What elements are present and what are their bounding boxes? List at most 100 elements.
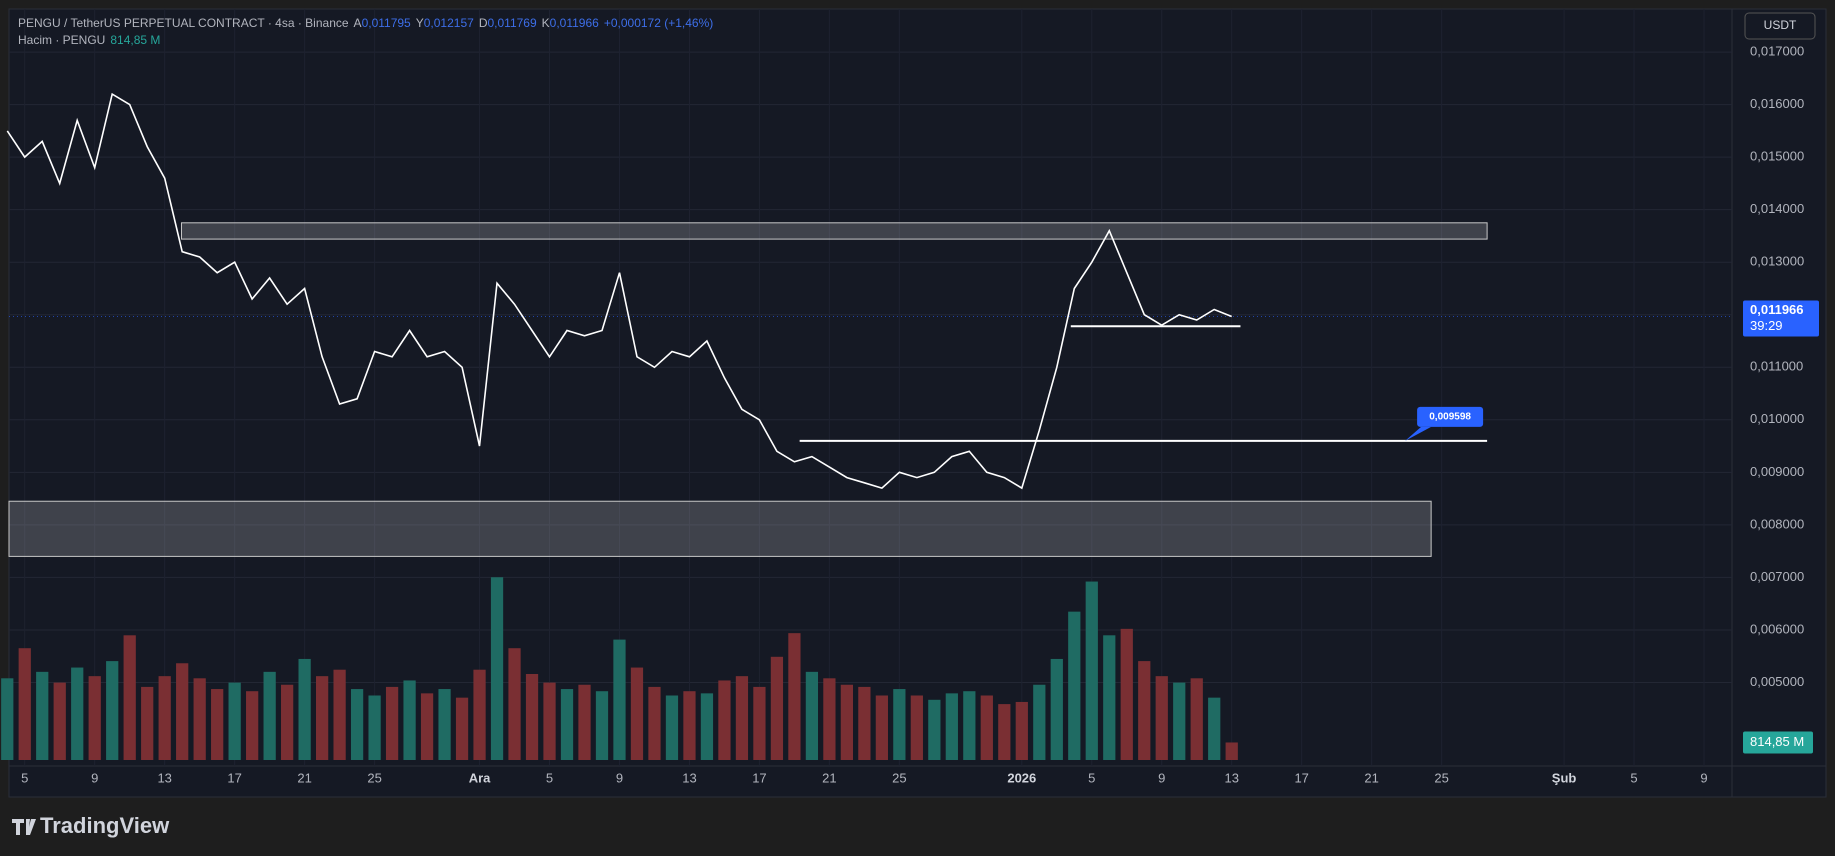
volume-bar [315,676,329,760]
volume-bar [1138,661,1151,760]
x-tick-label: 17 [752,770,766,785]
volume-bar [928,699,941,760]
volume-bar [980,695,993,760]
volume-bar [718,680,731,760]
y-tick-label: 0,009000 [1750,464,1804,479]
volume-bar [630,667,644,760]
volume-bar [211,689,224,760]
volume-bar [263,671,276,760]
volume-bar [368,695,381,760]
h-key: Y [415,16,424,30]
volume-bar [753,686,766,760]
volume-bar [420,693,434,760]
x-tick-label: 5 [21,770,28,785]
volume-bar [560,689,574,760]
x-tick-label: 5 [1630,770,1637,785]
volume-bar [36,671,49,760]
volume-bar [770,656,784,760]
volume-bar [106,661,119,760]
volume-bar [508,648,521,760]
volume-bar [543,682,556,760]
x-tick-label: 2026 [1007,770,1036,785]
y-tick-label: 0,006000 [1750,621,1804,636]
volume-bar [246,691,259,760]
volume-bar [473,669,486,760]
x-tick-label: 13 [1224,770,1238,785]
x-tick-label: Ara [469,770,491,785]
countdown: 39:29 [1750,318,1783,333]
volume-bar [1225,742,1238,760]
volume-bar [700,693,714,760]
currency-button[interactable] [1744,12,1816,40]
volume-bar [1120,628,1133,760]
volume-bar [490,577,504,760]
zone [8,500,1432,557]
volume-value: 814,85 M [110,33,161,47]
volume-bar [1085,581,1098,760]
volume-bar [455,697,469,760]
volume-bar [525,674,539,760]
x-tick-label: 13 [157,770,171,785]
volume-bar [788,633,801,760]
volume-bar [1033,684,1046,760]
x-tick-label: 25 [892,770,906,785]
volume-bar [403,680,416,760]
volume-bar [350,689,364,760]
c: 0,011966 [549,16,599,30]
volume-bar [71,667,84,760]
level-callout [1405,426,1432,441]
volume-bar [438,689,451,760]
y-tick-label: 0,015000 [1750,149,1804,164]
volume-bar [945,693,958,760]
volume-bar [735,676,749,760]
y-tick-label: 0,010000 [1750,411,1804,426]
y-tick-label: 0,005000 [1750,674,1804,689]
y-tick-label: 0,011000 [1750,359,1803,374]
x-tick-label: 25 [367,770,381,785]
last-price-box [1743,300,1819,337]
volume-bar [1190,678,1203,760]
y-tick-label: 0,017000 [1750,44,1804,59]
volume-bar [963,691,976,760]
x-tick-label: 25 [1434,770,1448,785]
x-tick-label: 21 [1364,770,1378,785]
l-key: D [478,16,488,30]
o: 0,011795 [361,16,411,30]
volume-bar [281,684,294,760]
volume-bar [683,691,696,760]
volume-bar [665,695,679,760]
volume-bar [648,686,661,760]
x-tick-label: Şub [1552,770,1577,785]
volume-bar [176,663,189,760]
y-tick-label: 0,014000 [1750,201,1804,216]
x-tick-label: 21 [822,770,836,785]
volume-bar [578,684,591,760]
zone [180,222,1488,240]
x-tick-label: 9 [1158,770,1165,785]
x-tick-label: 21 [297,770,311,785]
y-tick-label: 0,013000 [1750,254,1804,269]
x-tick-label: 5 [546,770,553,785]
volume-bar [858,686,871,760]
o-key: A [353,16,362,30]
l: 0,011769 [487,16,537,30]
price-line [6,92,1232,490]
volume-legend: Hacim · PENGU 814,85 M [18,33,160,47]
change: +0,000172 (+1,46%) [603,16,714,30]
y-tick-label: 0,016000 [1750,96,1804,111]
volume-bar [1208,697,1221,760]
last-price-label: 0,011966 [1750,302,1804,317]
y-tick-label: 0,007000 [1750,569,1804,584]
volume-title: Hacim · PENGU [18,33,106,47]
volume-bar [158,676,171,760]
volume-bar [385,686,399,760]
brand: TradingView [40,813,170,838]
x-tick-label: 17 [1294,770,1308,785]
volume-bar [193,678,206,760]
c-key: K [541,16,550,30]
last-volume-label: 814,85 M [1750,734,1804,749]
volume-bar [1103,635,1116,760]
x-tick-label: 5 [1088,770,1095,785]
volume-bar [1,678,14,760]
